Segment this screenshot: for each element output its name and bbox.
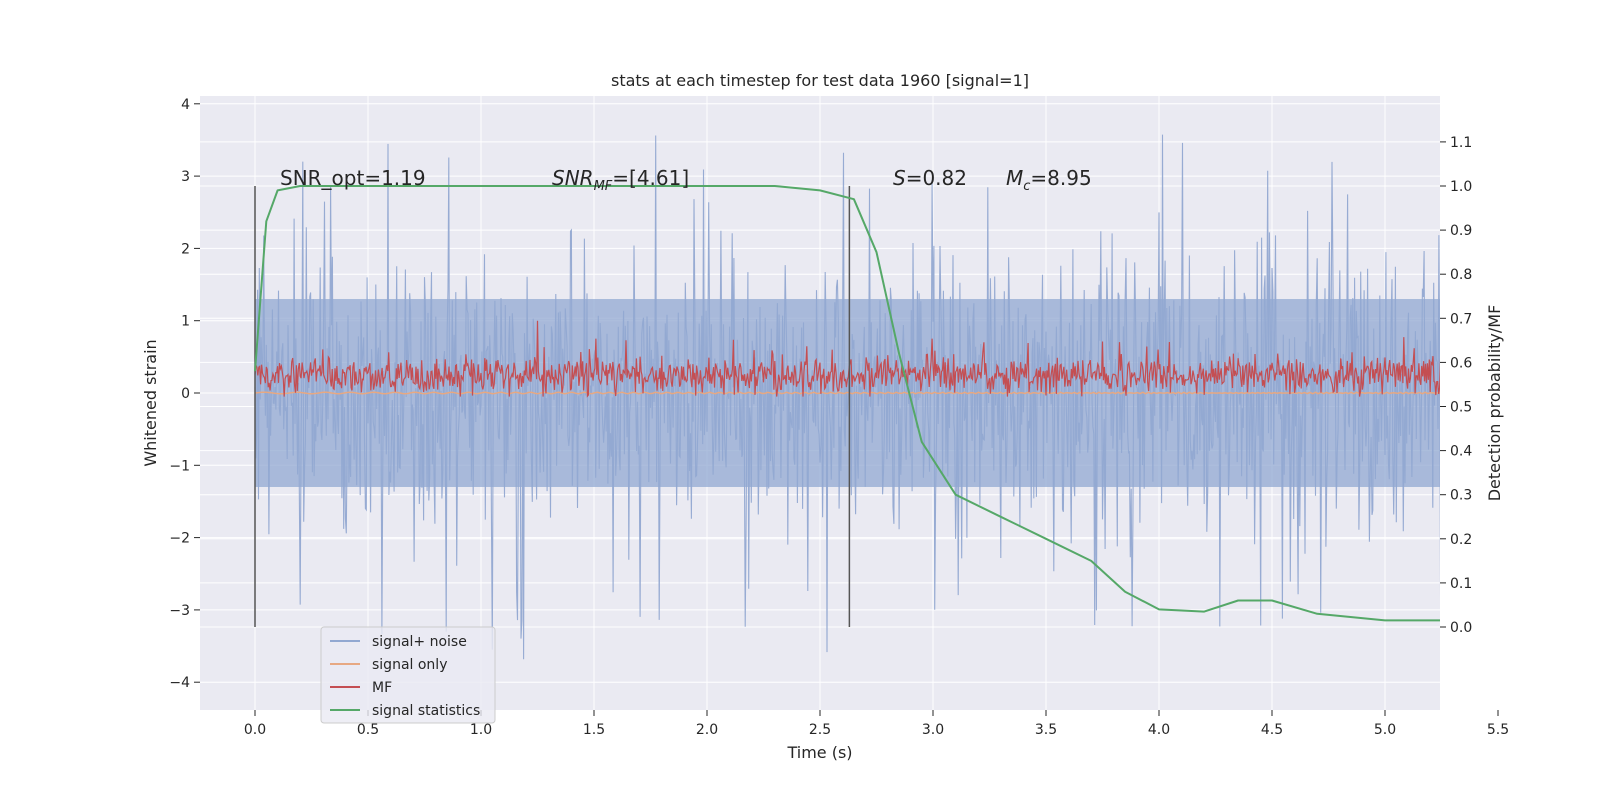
- x-tick-label: 1.0: [470, 722, 492, 738]
- x-tick-label: 4.0: [1148, 722, 1170, 738]
- left-tick-label: −4: [169, 675, 190, 691]
- series-signal-only: [254, 391, 1440, 395]
- series-signal-statistics: [254, 185, 1440, 622]
- chart-title: stats at each timestep for test data 196…: [611, 71, 1029, 90]
- signal-only-line: [254, 391, 1440, 395]
- right-tick-label: 0.9: [1450, 223, 1472, 239]
- right-tick-label: 0.0: [1450, 620, 1472, 636]
- right-tick-label: 0.1: [1450, 576, 1472, 592]
- left-tick-label: −1: [169, 458, 190, 474]
- annotation-3: S=0.82: [893, 166, 967, 190]
- x-tick-label: 1.5: [583, 722, 605, 738]
- x-tick-label: 3.0: [922, 722, 944, 738]
- x-tick-label: 0.5: [357, 722, 379, 738]
- x-tick-label: 3.5: [1035, 722, 1057, 738]
- annotation-2: SNRMF=[4.61]: [552, 166, 689, 194]
- left-tick-label: −3: [169, 603, 190, 619]
- right-tick-label: 0.4: [1450, 444, 1472, 460]
- legend-label-signal-noise: signal+ noise: [372, 634, 467, 650]
- annotations: SNR_opt=1.19 SNRMF=[4.61] S=0.82 Mc=8.95: [280, 166, 1092, 194]
- left-axis-ticks: 4 3 2 1 0 −1 −2 −3 −4: [169, 97, 200, 691]
- right-tick-label: 1.1: [1450, 135, 1472, 151]
- right-axis-label: Detection probability/MF: [1485, 305, 1504, 502]
- right-tick-label: 0.7: [1450, 311, 1472, 327]
- signal-statistics-line: [254, 185, 1440, 622]
- x-tick-label: 2.5: [809, 722, 831, 738]
- series-mf: [254, 320, 1440, 398]
- right-tick-label: 0.6: [1450, 355, 1472, 371]
- legend-label-mf: MF: [372, 680, 392, 696]
- x-tick-label: 5.5: [1487, 722, 1509, 738]
- x-axis-label: Time (s): [786, 743, 852, 762]
- right-tick-label: 1.0: [1450, 179, 1472, 195]
- left-tick-label: 1: [181, 314, 190, 330]
- legend-box: [320, 626, 496, 724]
- left-tick-label: 2: [181, 241, 190, 257]
- left-tick-label: 0: [181, 386, 190, 402]
- left-tick-label: 3: [181, 169, 190, 185]
- left-tick-label: 4: [181, 97, 190, 113]
- right-tick-label: 0.2: [1450, 532, 1472, 548]
- legend-label-signal-only: signal only: [372, 657, 447, 673]
- right-tick-label: 0.3: [1450, 488, 1472, 504]
- x-tick-label: 2.0: [696, 722, 718, 738]
- x-tick-label: 0.0: [244, 722, 266, 738]
- left-tick-label: −2: [169, 531, 190, 547]
- annotation-1: SNR_opt=1.19: [280, 166, 426, 190]
- left-axis-label: Whitened strain: [141, 339, 160, 466]
- right-tick-label: 0.8: [1450, 267, 1472, 283]
- vertical-markers: [254, 186, 851, 627]
- right-axis-ticks: 1.1 1.0 0.9 0.8 0.7 0.6 0.5 0.4 0.3 0.2 0.1 0.0: [1440, 135, 1472, 636]
- legend-label-signal-statistics: signal statistics: [372, 703, 480, 719]
- x-tick-label: 5.0: [1374, 722, 1396, 738]
- mf-line: [254, 320, 1440, 398]
- x-tick-label: 4.5: [1261, 722, 1283, 738]
- x-axis-ticks: 0.00.51.01.52.02.53.03.54.04.55.05.56.06…: [244, 710, 1600, 738]
- annotation-4: Mc=8.95: [1006, 166, 1092, 194]
- legend: signal+ noise signal only MF signal stat…: [320, 626, 496, 724]
- right-tick-label: 0.5: [1450, 400, 1472, 416]
